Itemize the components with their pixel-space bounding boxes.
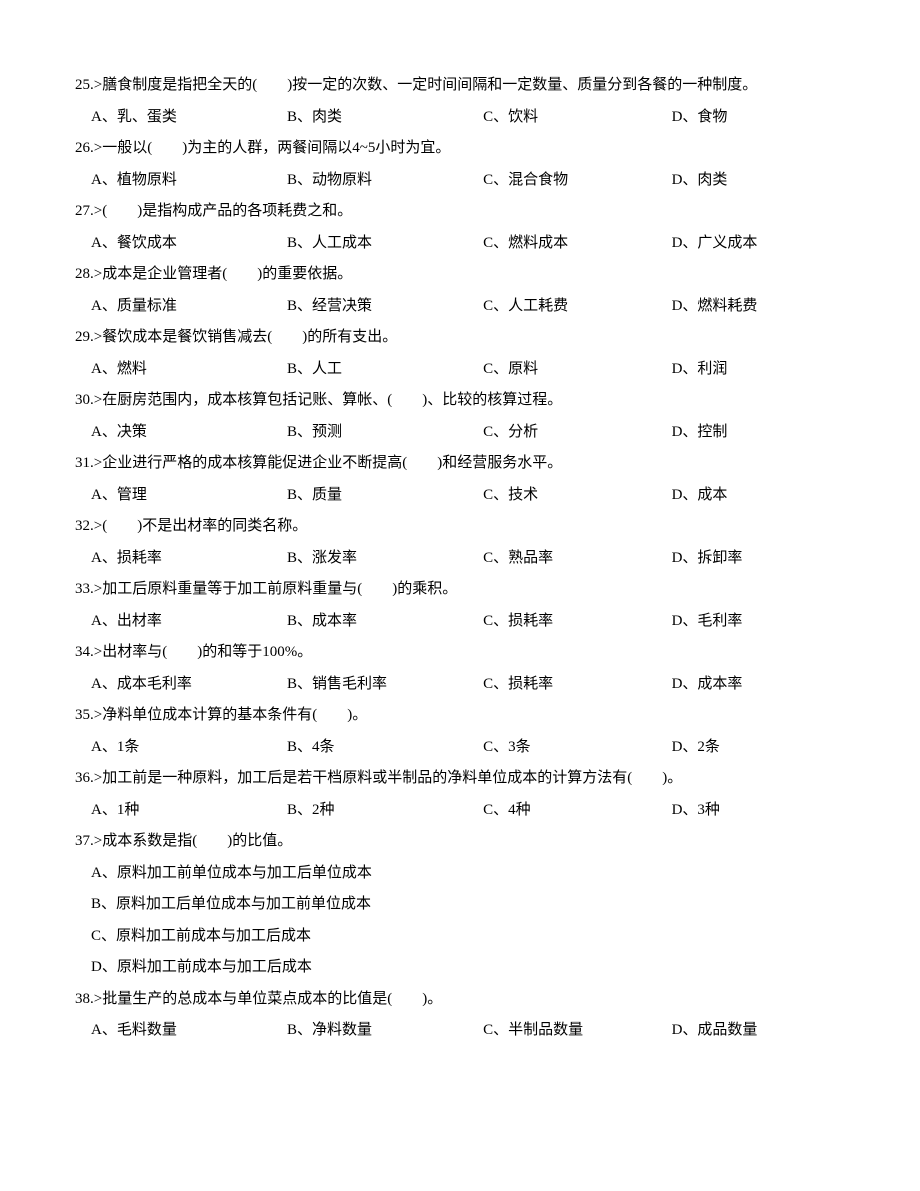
option-d: D、成本率: [672, 669, 845, 701]
question-text: 35.>净料单位成本计算的基本条件有( )。: [75, 700, 845, 732]
question-text: 29.>餐饮成本是餐饮销售减去( )的所有支出。: [75, 322, 845, 354]
option-b: B、4条: [287, 732, 483, 764]
questions-container: 25.>膳食制度是指把全天的( )按一定的次数、一定时间间隔和一定数量、质量分到…: [75, 70, 845, 1047]
option-a: A、决策: [91, 417, 287, 449]
question-28: 28.>成本是企业管理者( )的重要依据。A、质量标准B、经营决策C、人工耗费D…: [75, 259, 845, 322]
question-26: 26.>一般以( )为主的人群，两餐间隔以4~5小时为宜。A、植物原料B、动物原…: [75, 133, 845, 196]
option-d: D、燃料耗费: [672, 291, 845, 323]
option-c: C、3条: [483, 732, 672, 764]
option-d: D、拆卸率: [672, 543, 845, 575]
option-a: A、乳、蛋类: [91, 102, 287, 134]
question-34: 34.>出材率与( )的和等于100%。A、成本毛利率B、销售毛利率C、损耗率D…: [75, 637, 845, 700]
option-c: C、分析: [483, 417, 672, 449]
option-d: D、利润: [672, 354, 845, 386]
option-b: B、2种: [287, 795, 483, 827]
question-text: 26.>一般以( )为主的人群，两餐间隔以4~5小时为宜。: [75, 133, 845, 165]
option-c: C、原料: [483, 354, 672, 386]
option-d: D、食物: [672, 102, 845, 134]
option-b: B、质量: [287, 480, 483, 512]
option-c: C、损耗率: [483, 606, 672, 638]
option-d: D、控制: [672, 417, 845, 449]
options: A、植物原料B、动物原料C、混合食物D、肉类: [75, 165, 845, 197]
option-d: D、原料加工前成本与加工后成本: [91, 952, 845, 984]
question-text: 37.>成本系数是指( )的比值。: [75, 826, 845, 858]
question-31: 31.>企业进行严格的成本核算能促进企业不断提高( )和经营服务水平。A、管理B…: [75, 448, 845, 511]
option-d: D、3种: [672, 795, 845, 827]
option-b: B、原料加工后单位成本与加工前单位成本: [91, 889, 845, 921]
question-27: 27.>( )是指构成产品的各项耗费之和。A、餐饮成本B、人工成本C、燃料成本D…: [75, 196, 845, 259]
question-25: 25.>膳食制度是指把全天的( )按一定的次数、一定时间间隔和一定数量、质量分到…: [75, 70, 845, 133]
options: A、原料加工前单位成本与加工后单位成本B、原料加工后单位成本与加工前单位成本C、…: [75, 858, 845, 984]
question-text: 33.>加工后原料重量等于加工前原料重量与( )的乘积。: [75, 574, 845, 606]
option-c: C、人工耗费: [483, 291, 672, 323]
options: A、乳、蛋类B、肉类C、饮料D、食物: [75, 102, 845, 134]
option-b: B、净料数量: [287, 1015, 483, 1047]
options: A、出材率B、成本率C、损耗率D、毛利率: [75, 606, 845, 638]
option-c: C、原料加工前成本与加工后成本: [91, 921, 845, 953]
question-text: 36.>加工前是一种原料，加工后是若干档原料或半制品的净料单位成本的计算方法有(…: [75, 763, 845, 795]
question-35: 35.>净料单位成本计算的基本条件有( )。A、1条B、4条C、3条D、2条: [75, 700, 845, 763]
option-b: B、肉类: [287, 102, 483, 134]
options: A、毛料数量B、净料数量C、半制品数量D、成品数量: [75, 1015, 845, 1047]
option-b: B、人工: [287, 354, 483, 386]
option-a: A、餐饮成本: [91, 228, 287, 260]
options: A、成本毛利率B、销售毛利率C、损耗率D、成本率: [75, 669, 845, 701]
option-b: B、经营决策: [287, 291, 483, 323]
question-29: 29.>餐饮成本是餐饮销售减去( )的所有支出。A、燃料B、人工C、原料D、利润: [75, 322, 845, 385]
options: A、1种B、2种C、4种D、3种: [75, 795, 845, 827]
option-b: B、涨发率: [287, 543, 483, 575]
option-a: A、出材率: [91, 606, 287, 638]
option-a: A、管理: [91, 480, 287, 512]
option-d: D、广义成本: [672, 228, 845, 260]
option-d: D、毛利率: [672, 606, 845, 638]
option-a: A、成本毛利率: [91, 669, 287, 701]
question-text: 28.>成本是企业管理者( )的重要依据。: [75, 259, 845, 291]
option-a: A、1条: [91, 732, 287, 764]
question-33: 33.>加工后原料重量等于加工前原料重量与( )的乘积。A、出材率B、成本率C、…: [75, 574, 845, 637]
question-37: 37.>成本系数是指( )的比值。A、原料加工前单位成本与加工后单位成本B、原料…: [75, 826, 845, 984]
option-b: B、人工成本: [287, 228, 483, 260]
question-38: 38.>批量生产的总成本与单位菜点成本的比值是( )。A、毛料数量B、净料数量C…: [75, 984, 845, 1047]
option-a: A、损耗率: [91, 543, 287, 575]
question-32: 32.>( )不是出材率的同类名称。A、损耗率B、涨发率C、熟品率D、拆卸率: [75, 511, 845, 574]
question-text: 34.>出材率与( )的和等于100%。: [75, 637, 845, 669]
question-30: 30.>在厨房范围内，成本核算包括记账、算帐、( )、比较的核算过程。A、决策B…: [75, 385, 845, 448]
option-c: C、半制品数量: [483, 1015, 672, 1047]
question-text: 25.>膳食制度是指把全天的( )按一定的次数、一定时间间隔和一定数量、质量分到…: [75, 70, 845, 102]
question-text: 30.>在厨房范围内，成本核算包括记账、算帐、( )、比较的核算过程。: [75, 385, 845, 417]
options: A、管理B、质量C、技术D、成本: [75, 480, 845, 512]
question-text: 38.>批量生产的总成本与单位菜点成本的比值是( )。: [75, 984, 845, 1016]
option-c: C、损耗率: [483, 669, 672, 701]
options: A、1条B、4条C、3条D、2条: [75, 732, 845, 764]
option-c: C、饮料: [483, 102, 672, 134]
options: A、燃料B、人工C、原料D、利润: [75, 354, 845, 386]
option-c: C、燃料成本: [483, 228, 672, 260]
option-d: D、肉类: [672, 165, 845, 197]
option-d: D、2条: [672, 732, 845, 764]
option-a: A、1种: [91, 795, 287, 827]
option-a: A、燃料: [91, 354, 287, 386]
option-b: B、动物原料: [287, 165, 483, 197]
option-b: B、成本率: [287, 606, 483, 638]
question-text: 27.>( )是指构成产品的各项耗费之和。: [75, 196, 845, 228]
options: A、质量标准B、经营决策C、人工耗费D、燃料耗费: [75, 291, 845, 323]
option-a: A、质量标准: [91, 291, 287, 323]
question-text: 32.>( )不是出材率的同类名称。: [75, 511, 845, 543]
option-a: A、植物原料: [91, 165, 287, 197]
option-c: C、熟品率: [483, 543, 672, 575]
option-b: B、销售毛利率: [287, 669, 483, 701]
option-b: B、预测: [287, 417, 483, 449]
option-c: C、混合食物: [483, 165, 672, 197]
option-a: A、毛料数量: [91, 1015, 287, 1047]
option-a: A、原料加工前单位成本与加工后单位成本: [91, 858, 845, 890]
option-d: D、成品数量: [672, 1015, 845, 1047]
option-d: D、成本: [672, 480, 845, 512]
question-36: 36.>加工前是一种原料，加工后是若干档原料或半制品的净料单位成本的计算方法有(…: [75, 763, 845, 826]
option-c: C、4种: [483, 795, 672, 827]
question-text: 31.>企业进行严格的成本核算能促进企业不断提高( )和经营服务水平。: [75, 448, 845, 480]
options: A、决策B、预测C、分析D、控制: [75, 417, 845, 449]
options: A、餐饮成本B、人工成本C、燃料成本D、广义成本: [75, 228, 845, 260]
option-c: C、技术: [483, 480, 672, 512]
options: A、损耗率B、涨发率C、熟品率D、拆卸率: [75, 543, 845, 575]
